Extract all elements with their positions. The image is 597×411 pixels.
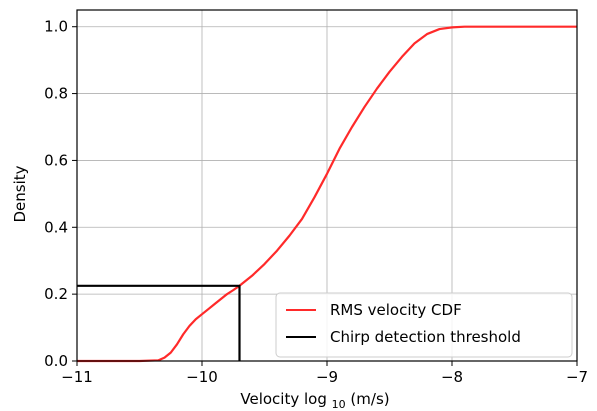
series-line-rms-velocity-cdf bbox=[77, 25, 577, 363]
x-axis-title-unit: (m/s) bbox=[350, 390, 389, 408]
y-tick-label: 0.6 bbox=[44, 151, 68, 169]
y-tick-label: 0.8 bbox=[44, 85, 68, 103]
x-tick-label: −10 bbox=[186, 368, 218, 386]
x-tick-label: −11 bbox=[61, 368, 93, 386]
x-tick-label: −9 bbox=[316, 368, 338, 386]
x-tick-label: −8 bbox=[441, 368, 463, 386]
y-tick-label: 1.0 bbox=[44, 18, 68, 36]
axis-ticks: −11 −10 −9 −8 −7 0.0 0.2 0.4 0.6 0.8 1.0 bbox=[44, 18, 588, 386]
y-tick-label: 0.4 bbox=[44, 218, 68, 236]
x-tick-label: −7 bbox=[566, 368, 588, 386]
legend-box bbox=[275, 292, 573, 358]
legend-label-rms-velocity-cdf: RMS velocity CDF bbox=[330, 301, 462, 319]
y-tick-label: 0.0 bbox=[44, 352, 68, 370]
y-axis-title: Density bbox=[11, 165, 29, 222]
x-axis-title: Velocity log 10 (m/s) bbox=[240, 390, 389, 411]
x-axis-title-main: Velocity log bbox=[240, 390, 326, 408]
legend: RMS velocity CDF Chirp detection thresho… bbox=[275, 292, 573, 358]
x-axis-title-subscript: 10 bbox=[332, 398, 346, 411]
series-line-chirp-detection-threshold bbox=[77, 284, 241, 361]
y-tick-label: 0.2 bbox=[44, 285, 68, 303]
series-layer bbox=[77, 25, 577, 363]
legend-label-chirp-detection-threshold: Chirp detection threshold bbox=[330, 328, 521, 346]
